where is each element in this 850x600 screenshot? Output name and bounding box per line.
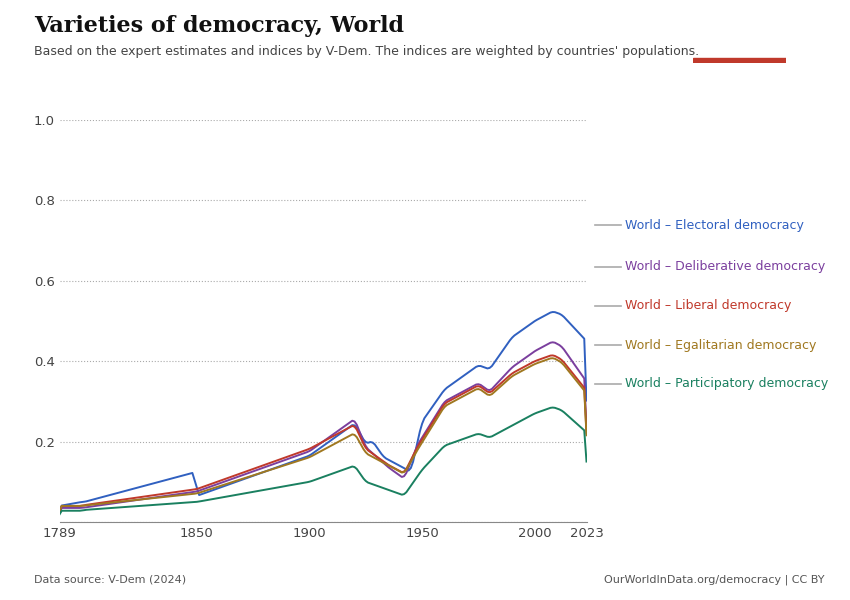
Text: Our World: Our World — [708, 21, 771, 31]
Text: World – Liberal democracy: World – Liberal democracy — [625, 299, 791, 313]
Bar — [693, 58, 786, 63]
Text: Data source: V-Dem (2024): Data source: V-Dem (2024) — [34, 575, 186, 585]
Text: in Data: in Data — [717, 37, 762, 47]
Text: OurWorldInData.org/democracy | CC BY: OurWorldInData.org/democracy | CC BY — [604, 575, 824, 585]
Text: Based on the expert estimates and indices by V-Dem. The indices are weighted by : Based on the expert estimates and indice… — [34, 45, 699, 58]
Text: World – Participatory democracy: World – Participatory democracy — [625, 377, 828, 391]
Text: World – Egalitarian democracy: World – Egalitarian democracy — [625, 338, 816, 352]
Text: World – Deliberative democracy: World – Deliberative democracy — [625, 260, 825, 274]
Text: World – Electoral democracy: World – Electoral democracy — [625, 218, 803, 232]
Text: Varieties of democracy, World: Varieties of democracy, World — [34, 15, 404, 37]
